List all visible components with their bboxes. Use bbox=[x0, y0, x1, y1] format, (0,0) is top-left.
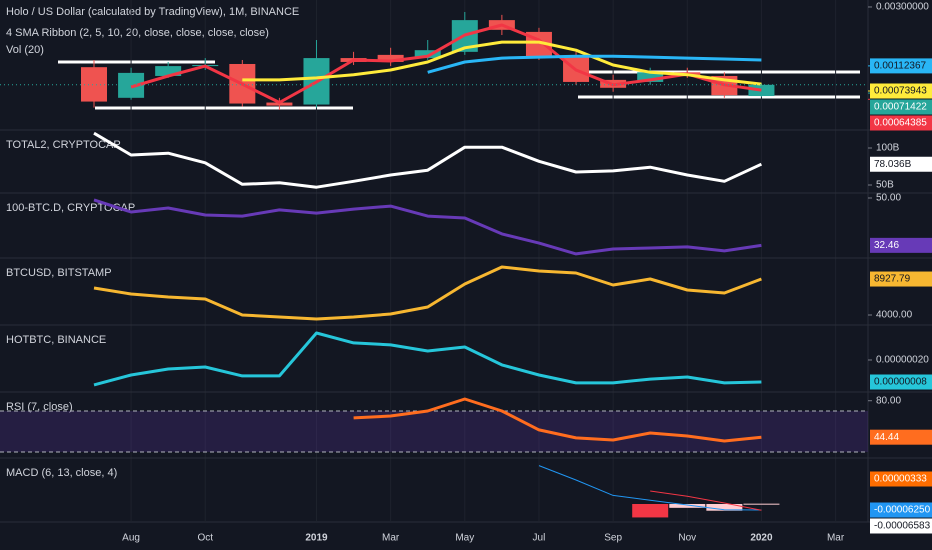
y-tick-label: 50.00 bbox=[876, 193, 901, 204]
y-tick-label: 80.00 bbox=[876, 395, 901, 406]
pane-title: 100-BTC.D, CRYPTOCAP bbox=[6, 202, 135, 214]
histogram-bar bbox=[743, 503, 780, 505]
price-badge-label: 0.00071422 bbox=[874, 102, 927, 113]
x-tick-label: 2019 bbox=[305, 533, 328, 544]
series-line bbox=[93, 131, 763, 189]
histogram-bar bbox=[669, 503, 706, 508]
histogram-bar bbox=[706, 503, 743, 511]
candle-body bbox=[155, 66, 182, 76]
price-badge bbox=[870, 271, 932, 287]
candle-body bbox=[414, 50, 441, 59]
series-line bbox=[93, 265, 762, 321]
price-badge bbox=[870, 502, 932, 518]
x-tick-label: 2020 bbox=[750, 533, 773, 544]
candle-body bbox=[377, 54, 404, 62]
series-line bbox=[538, 465, 762, 511]
price-badge-label: 0.00000333 bbox=[874, 474, 927, 485]
x-tick-label: Oct bbox=[197, 533, 213, 544]
x-tick-label: Sep bbox=[604, 533, 622, 544]
x-tick-label: Mar bbox=[827, 533, 845, 544]
x-tick-label: Jul bbox=[533, 533, 546, 544]
price-badge-label: 8927.79 bbox=[874, 274, 911, 285]
rsi-band bbox=[0, 410, 868, 452]
indicator-label: 4 SMA Ribbon (2, 5, 10, 20, close, close… bbox=[6, 27, 269, 39]
price-badge bbox=[870, 429, 932, 445]
pane-title: TOTAL2, CRYPTOCAP bbox=[6, 139, 121, 151]
series-line bbox=[353, 397, 762, 443]
series-line bbox=[130, 23, 762, 104]
x-tick-label: Aug bbox=[122, 533, 140, 544]
pane-title: BTCUSD, BITSTAMP bbox=[6, 267, 112, 279]
price-badge-label: -0.00006250 bbox=[874, 505, 931, 516]
series-line bbox=[650, 490, 762, 511]
x-tick-label: May bbox=[455, 533, 474, 544]
price-badge-label: 78.036B bbox=[874, 159, 912, 170]
candle-body bbox=[266, 102, 293, 106]
series-line bbox=[93, 198, 762, 256]
candle-body bbox=[748, 84, 775, 97]
price-badge bbox=[870, 99, 932, 115]
series-line bbox=[242, 40, 762, 86]
price-badge bbox=[870, 374, 932, 390]
price-badge bbox=[870, 156, 932, 172]
price-badge-label: 0.00064385 bbox=[874, 118, 927, 129]
y-tick-label: 100B bbox=[876, 143, 900, 154]
price-badge bbox=[870, 471, 932, 487]
price-badge bbox=[870, 115, 932, 131]
series-line bbox=[93, 331, 762, 387]
y-tick-label: 0.00300000 bbox=[876, 2, 929, 13]
pane-title: HOTBTC, BINANCE bbox=[6, 334, 106, 346]
symbol-title: Holo / US Dollar (calculated by TradingV… bbox=[6, 6, 299, 18]
pane-title: RSI (7, close) bbox=[6, 401, 73, 413]
y-tick-label: 0.00000020 bbox=[876, 355, 929, 366]
series-line bbox=[427, 54, 762, 74]
price-badge-label: 44.44 bbox=[874, 432, 899, 443]
price-badge-label: 0.00000008 bbox=[874, 377, 927, 388]
histogram-bar bbox=[632, 503, 669, 518]
price-badge-label: -0.00006583 bbox=[874, 521, 931, 532]
candle-body bbox=[637, 72, 664, 82]
price-badge-label: 0.00073943 bbox=[874, 86, 927, 97]
x-tick-label: Mar bbox=[382, 533, 400, 544]
pane-title: MACD (6, 13, close, 4) bbox=[6, 467, 117, 479]
price-badge-label: 32.46 bbox=[874, 240, 899, 251]
y-tick-label: 4000.00 bbox=[876, 310, 913, 321]
price-badge bbox=[870, 83, 932, 99]
price-badge bbox=[870, 518, 932, 534]
y-tick-label: 50B bbox=[876, 180, 894, 191]
indicator-label: Vol (20) bbox=[6, 44, 44, 56]
price-badge bbox=[870, 58, 932, 74]
price-badge-label: 0.00112367 bbox=[874, 61, 927, 72]
x-tick-label: Nov bbox=[678, 533, 696, 544]
price-badge bbox=[870, 237, 932, 253]
candle-body bbox=[81, 67, 107, 102]
